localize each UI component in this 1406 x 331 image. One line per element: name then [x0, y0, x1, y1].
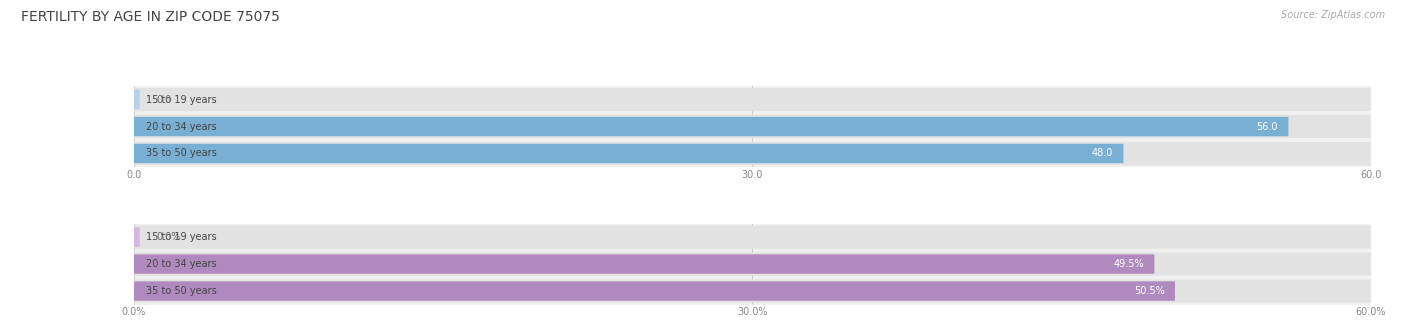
- FancyBboxPatch shape: [134, 227, 139, 247]
- FancyBboxPatch shape: [134, 281, 1175, 301]
- Text: 0.0: 0.0: [156, 95, 172, 105]
- FancyBboxPatch shape: [134, 88, 1371, 111]
- FancyBboxPatch shape: [134, 117, 1288, 136]
- Text: 35 to 50 years: 35 to 50 years: [146, 286, 217, 296]
- Text: 15 to 19 years: 15 to 19 years: [146, 232, 217, 242]
- Text: 20 to 34 years: 20 to 34 years: [146, 259, 217, 269]
- FancyBboxPatch shape: [134, 142, 1371, 165]
- Text: 15 to 19 years: 15 to 19 years: [146, 95, 217, 105]
- FancyBboxPatch shape: [134, 115, 1371, 138]
- FancyBboxPatch shape: [134, 279, 1371, 303]
- FancyBboxPatch shape: [134, 254, 1154, 274]
- FancyBboxPatch shape: [134, 144, 1123, 163]
- Text: 56.0: 56.0: [1257, 121, 1278, 131]
- FancyBboxPatch shape: [134, 225, 1371, 249]
- Text: 50.5%: 50.5%: [1133, 286, 1164, 296]
- Text: 49.5%: 49.5%: [1114, 259, 1144, 269]
- FancyBboxPatch shape: [134, 253, 1371, 276]
- Text: 0.0%: 0.0%: [156, 232, 180, 242]
- Text: 20 to 34 years: 20 to 34 years: [146, 121, 217, 131]
- FancyBboxPatch shape: [134, 90, 139, 109]
- Text: Source: ZipAtlas.com: Source: ZipAtlas.com: [1281, 10, 1385, 20]
- Text: FERTILITY BY AGE IN ZIP CODE 75075: FERTILITY BY AGE IN ZIP CODE 75075: [21, 10, 280, 24]
- Text: 48.0: 48.0: [1091, 149, 1114, 159]
- Text: 35 to 50 years: 35 to 50 years: [146, 149, 217, 159]
